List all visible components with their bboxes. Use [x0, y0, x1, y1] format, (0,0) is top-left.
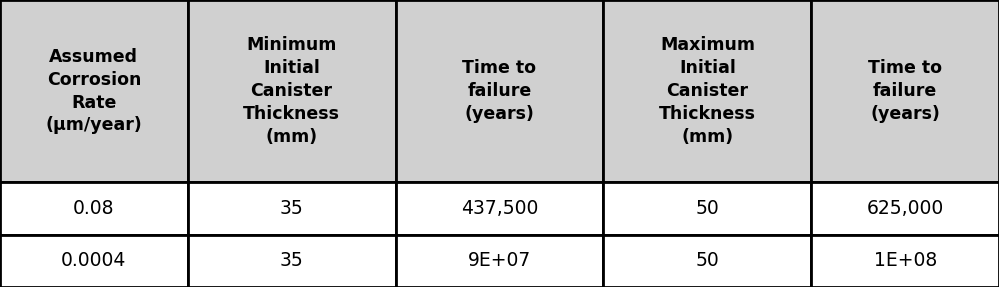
Bar	[396, 182, 603, 235]
Text: 35: 35	[280, 199, 304, 218]
Text: Maximum
Initial
Canister
Thickness
(mm): Maximum Initial Canister Thickness (mm)	[659, 36, 756, 146]
Bar	[0, 235, 188, 287]
Bar	[188, 182, 396, 235]
Text: 0.0004: 0.0004	[61, 251, 127, 270]
Text: Minimum
Initial
Canister
Thickness
(mm): Minimum Initial Canister Thickness (mm)	[243, 36, 340, 146]
Text: 35: 35	[280, 251, 304, 270]
Bar	[603, 235, 811, 287]
Bar	[0, 0, 188, 182]
Text: 0.08: 0.08	[73, 199, 115, 218]
Text: Time to
failure
(years): Time to failure (years)	[463, 59, 536, 123]
Bar	[603, 182, 811, 235]
Bar	[811, 182, 999, 235]
Text: 437,500: 437,500	[461, 199, 538, 218]
Text: Assumed
Corrosion
Rate
(μm/year): Assumed Corrosion Rate (μm/year)	[45, 48, 142, 135]
Bar	[396, 235, 603, 287]
Text: 50: 50	[695, 251, 719, 270]
Bar	[188, 235, 396, 287]
Bar	[603, 0, 811, 182]
Bar	[188, 0, 396, 182]
Text: 50: 50	[695, 199, 719, 218]
Text: 625,000: 625,000	[866, 199, 944, 218]
Bar	[811, 235, 999, 287]
Text: 9E+07: 9E+07	[468, 251, 531, 270]
Bar	[811, 0, 999, 182]
Text: 1E+08: 1E+08	[873, 251, 937, 270]
Text: Time to
failure
(years): Time to failure (years)	[868, 59, 942, 123]
Bar	[0, 182, 188, 235]
Bar	[396, 0, 603, 182]
